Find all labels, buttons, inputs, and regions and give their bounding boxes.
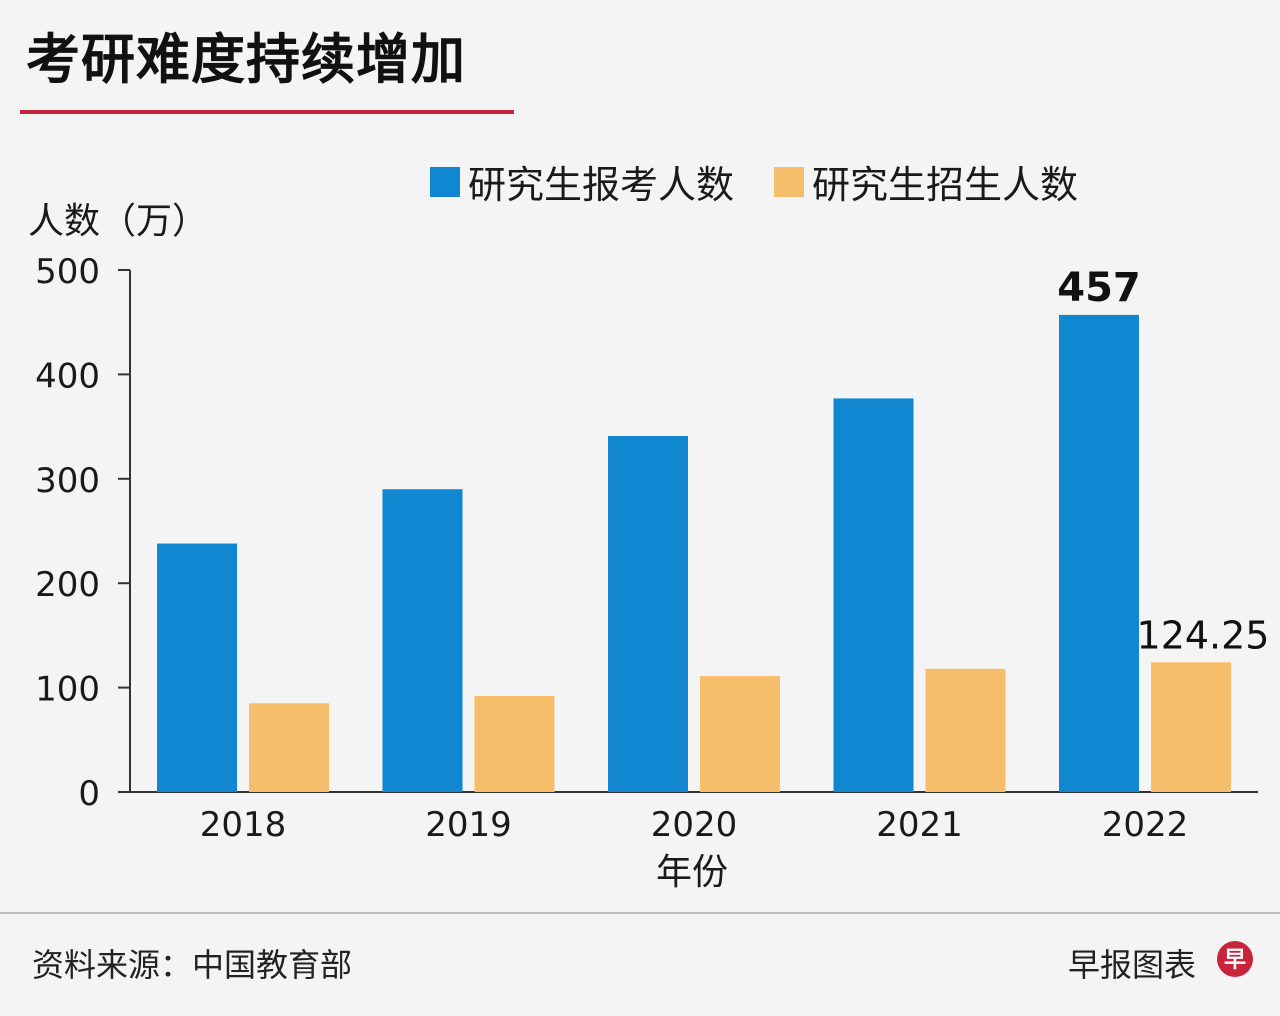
footer-divider [0, 912, 1280, 914]
y-tick-label: 400 [35, 356, 100, 396]
y-tick-label: 200 [35, 565, 100, 605]
chart-credit: 早报图表 [1067, 946, 1196, 984]
zaobao-logo-icon: 早 [1217, 941, 1253, 977]
x-tick-label: 2022 [1102, 805, 1189, 845]
legend-label-applicants: 研究生报考人数 [468, 163, 735, 207]
legend: 研究生报考人数 研究生招生人数 [430, 154, 1118, 209]
bar-applicants [833, 398, 914, 792]
legend-swatch-admitted [774, 166, 805, 197]
chart-title: 考研难度持续增加 [26, 28, 466, 91]
title-underline [20, 110, 514, 114]
source-note: 资料来源：中国教育部 [32, 946, 353, 984]
y-tick-label: 500 [35, 252, 100, 292]
legend-item-applicants: 研究生报考人数 [430, 154, 734, 209]
bar-applicants [608, 435, 688, 792]
bar-applicants [157, 543, 237, 792]
data-label: 124.25 [1137, 613, 1270, 657]
x-tick-label: 2019 [425, 805, 512, 845]
x-tick-label: 2020 [651, 805, 738, 845]
bar-admitted [249, 703, 329, 792]
bar-chart: 0 100 200 300 400 500 2018 2019 2020 2021 2022 457 1… [35, 252, 1270, 893]
bar-admitted [474, 695, 555, 792]
bar-admitted [1151, 662, 1231, 792]
y-tick-label: 100 [35, 670, 100, 710]
x-tick-label: 2018 [200, 805, 287, 845]
logo-glyph: 早 [1224, 948, 1246, 973]
legend-item-admitted: 研究生招生人数 [774, 154, 1078, 209]
bar-admitted [925, 668, 1006, 792]
y-axis-unit-label: 人数（万） [28, 201, 209, 242]
y-tick-label: 0 [78, 774, 100, 814]
data-label: 457 [1057, 265, 1141, 311]
legend-label-admitted: 研究生招生人数 [812, 163, 1079, 207]
bar-admitted [700, 676, 780, 792]
bar-applicants [382, 489, 463, 792]
y-tick-label: 300 [35, 461, 100, 501]
x-tick-label: 2021 [876, 805, 963, 845]
legend-swatch-applicants [430, 166, 460, 197]
x-axis-title: 年份 [656, 852, 728, 893]
bar-applicants [1059, 314, 1139, 792]
